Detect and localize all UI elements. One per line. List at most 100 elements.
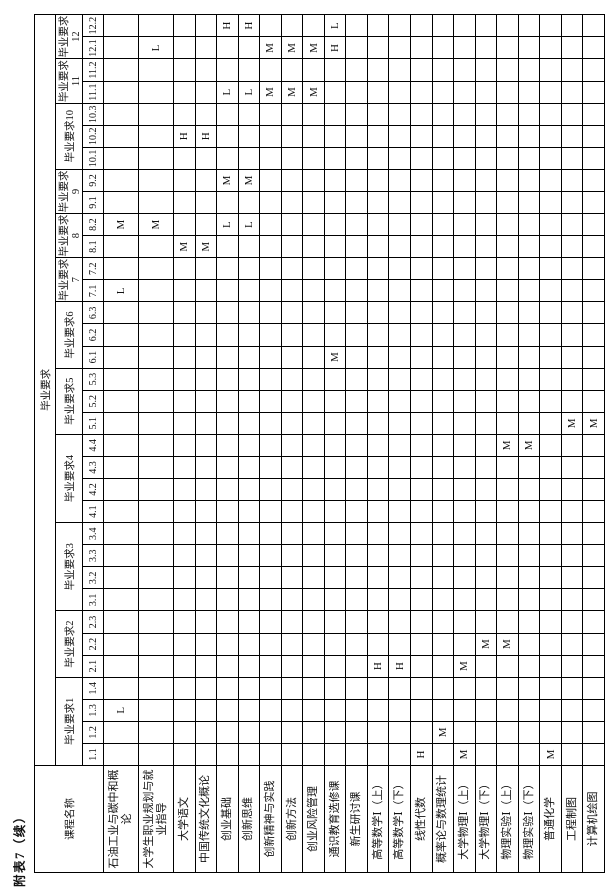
mark-cell <box>388 103 411 126</box>
mark-cell: M <box>195 235 217 258</box>
mark-cell <box>410 478 433 501</box>
mark-cell <box>259 500 282 523</box>
mark-cell <box>281 478 303 501</box>
mark-cell <box>281 522 303 545</box>
course-name-cell: 高等数学Ⅰ（上） <box>367 765 389 873</box>
mark-cell <box>195 36 217 59</box>
mark-cell <box>103 588 139 611</box>
mark-cell <box>539 59 562 82</box>
mark-cell <box>367 500 389 523</box>
mark-cell <box>345 721 368 744</box>
mark-cell <box>561 390 583 413</box>
mark-cell <box>259 721 282 744</box>
mark-cell <box>345 478 368 501</box>
mark-cell <box>496 257 519 280</box>
mark-cell <box>103 721 139 744</box>
mark-cell <box>410 522 433 545</box>
mark-cell <box>238 544 260 567</box>
mark-cell <box>582 346 605 369</box>
mark-cell <box>539 323 562 347</box>
req-sub-header-cell: 6.1 <box>82 346 104 369</box>
mark-cell <box>259 257 282 280</box>
mark-cell <box>238 655 260 678</box>
course-name-cell: 概率论与数理统计 <box>432 765 454 873</box>
mark-cell <box>138 301 174 324</box>
mark-cell <box>561 346 583 369</box>
mark-cell <box>324 434 346 457</box>
mark-cell: H <box>195 125 217 148</box>
mark-cell: H <box>367 655 389 678</box>
mark-cell <box>238 699 260 722</box>
course-name-header: 课程名称 <box>34 765 104 873</box>
mark-cell <box>345 147 368 170</box>
mark-cell <box>367 434 389 457</box>
mark-cell <box>103 257 139 280</box>
mark-cell <box>453 169 476 192</box>
mark-cell <box>324 390 346 413</box>
req-group-header-cell: 毕业要求7 <box>55 257 83 302</box>
mark-cell <box>561 235 583 258</box>
mark-cell <box>432 36 454 59</box>
course-row: 创业风险管理 M M <box>302 14 325 873</box>
mark-cell <box>324 125 346 148</box>
mark-cell <box>103 522 139 545</box>
mark-cell <box>367 478 389 501</box>
mark-cell <box>496 191 519 214</box>
mark-cell <box>281 213 303 236</box>
mark-cell: H <box>388 655 411 678</box>
course-name-cell: 创业基础 <box>216 765 239 873</box>
mark-cell: L <box>216 213 239 236</box>
mark-cell <box>103 500 139 523</box>
req-sub-header-cell: 9.2 <box>82 169 104 192</box>
mark-cell <box>432 191 454 214</box>
mark-cell <box>367 456 389 479</box>
mark-cell <box>238 412 260 435</box>
req-sub-header-cell: 3.2 <box>82 566 104 589</box>
mark-cell <box>259 147 282 170</box>
mark-cell <box>582 522 605 545</box>
mark-cell <box>281 103 303 126</box>
mark-cell <box>238 566 260 589</box>
mark-cell <box>345 36 368 59</box>
mark-cell <box>281 588 303 611</box>
mark-cell <box>173 147 196 170</box>
course-row: 高等数学Ⅰ（下） H <box>388 14 411 873</box>
mark-cell <box>518 677 540 700</box>
mark-cell <box>281 677 303 700</box>
mark-cell <box>281 59 303 82</box>
mark-cell <box>103 677 139 700</box>
course-row: 创新思维 L M L H <box>238 14 260 873</box>
mark-cell <box>103 81 139 104</box>
mark-cell <box>518 59 540 82</box>
mark-cell <box>324 301 346 324</box>
mark-cell <box>216 103 239 126</box>
mark-cell <box>539 213 562 236</box>
mark-cell <box>281 346 303 369</box>
mark-cell <box>539 147 562 170</box>
mark-cell <box>238 191 260 214</box>
mark-cell <box>388 522 411 545</box>
mark-cell <box>518 147 540 170</box>
course-name-cell: 大学语文 <box>173 765 196 873</box>
mark-cell <box>259 59 282 82</box>
mark-cell <box>259 368 282 391</box>
mark-cell <box>539 368 562 391</box>
mark-cell: H <box>216 14 239 37</box>
mark-cell <box>432 346 454 369</box>
mark-cell <box>103 478 139 501</box>
mark-cell <box>432 478 454 501</box>
mark-cell <box>475 213 497 236</box>
mark-cell <box>388 279 411 302</box>
mark-cell <box>496 36 519 59</box>
mark-cell <box>496 677 519 700</box>
course-row: 高等数学Ⅰ（上） H <box>367 14 389 873</box>
mark-cell <box>561 125 583 148</box>
mark-cell <box>432 743 454 766</box>
mark-cell <box>345 544 368 567</box>
mark-cell <box>281 610 303 634</box>
course-row: 中国传统文化概论 M H <box>195 14 217 873</box>
mark-cell <box>345 456 368 479</box>
mark-cell <box>195 633 217 656</box>
mark-cell <box>475 14 497 37</box>
mark-cell <box>582 279 605 302</box>
